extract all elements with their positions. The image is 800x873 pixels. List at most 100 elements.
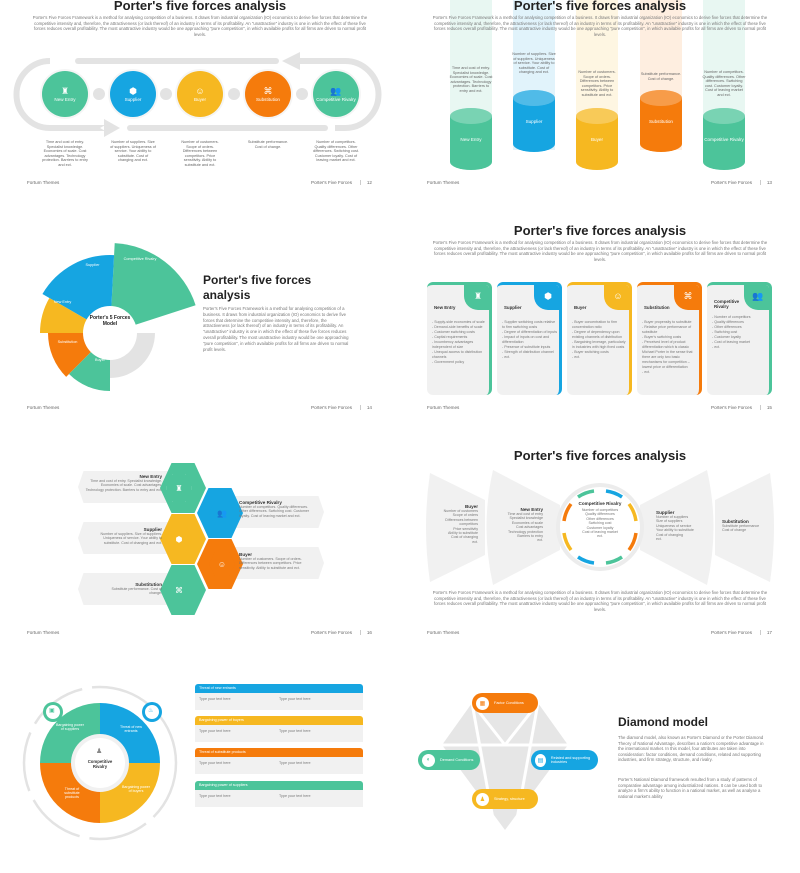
slide-title: Porter's five forces analysis [203, 273, 312, 302]
card-title: Buyer [574, 305, 587, 310]
slide-15[interactable]: Porter's five forces analysis Porter's F… [400, 205, 800, 423]
item-title: Substitution [135, 582, 162, 587]
slide-13[interactable]: Porter's five forces analysis Porter's F… [400, 0, 800, 198]
table-cell[interactable]: Type your text here [199, 794, 231, 798]
slide-18[interactable]: ▣ ♨ ♟ Competitive Rivalry Bargaining pow… [0, 655, 400, 873]
info-box [232, 496, 324, 528]
cylinder-substitution: Substitution [640, 90, 682, 152]
item-supplier: Supplier Number of suppliers. Size of sup… [92, 527, 162, 545]
node-label: Demand Conditions [440, 758, 474, 762]
fan-diagram [426, 470, 774, 585]
fan-center-label: Porter's 5 Forces Model [89, 315, 131, 327]
slide-title: Porter's five forces analysis [513, 223, 687, 238]
center-label: Competitive Rivalry [87, 759, 113, 769]
page-number: 15 [759, 405, 772, 410]
slide-19[interactable]: ▦ Factor Conditions ◐ Demand Conditions ▤ R… [400, 655, 800, 873]
card-list: - Buyer concentration to firm concentrat… [572, 320, 626, 359]
table-cell[interactable]: Type your text here [199, 697, 231, 701]
table-cell[interactable]: Type your text here [279, 729, 311, 733]
table-header: Threat of new entrants [195, 684, 363, 693]
fan-buyer: Buyer Number of customers Scope of orders… [428, 504, 478, 544]
table-cell[interactable]: Type your text here [199, 729, 231, 733]
table-block: Bargaining power of suppliers Type your t… [195, 781, 363, 807]
quadrant-label: Bargaining power of suppliers [56, 723, 84, 731]
slide-title: Diamond model [618, 715, 709, 729]
segment-label: Competitive Rivalry [123, 257, 157, 261]
card-buyer: ☺ Buyer - Buyer concentration to firm conc… [567, 282, 632, 395]
fan-title: Buyer [464, 504, 478, 509]
item-title: Supplier [143, 527, 162, 532]
info-box [78, 471, 170, 503]
fan-center [83, 306, 137, 360]
flame-icon: ♨ [148, 708, 154, 714]
slide-description: Porter's Five Forces Framework is a meth… [432, 590, 768, 612]
card-title: Substitution [644, 305, 670, 310]
force-description: Time and cost of entry. Specialist knowl… [42, 140, 88, 167]
cylinder-buyer: Buyer [576, 108, 618, 170]
slide-description: Porter's Five Forces Framework is a meth… [203, 306, 349, 352]
force-description: Number of competitors. Quality differenc… [313, 140, 359, 163]
slide-17[interactable]: Porter's five forces analysis Buyer Numbe… [400, 430, 800, 648]
item-new-entry: New Entry Time and cost of entry. Special… [82, 474, 162, 492]
network-icon: ⌘ [674, 285, 699, 310]
force-description: Time and cost of entry. Specialist knowl… [449, 66, 493, 93]
quadrant-label: Threat of substitute products [64, 787, 80, 799]
table-block: Threat of new entrants Type your text her… [195, 684, 363, 710]
table-cell[interactable]: Type your text here [199, 761, 231, 765]
info-box [78, 573, 170, 605]
page-number: 12 [359, 180, 372, 185]
slide-14[interactable]: Porter's 5 Forces Model Competitive Riva… [0, 205, 400, 423]
table-header: Bargaining power of buyers [195, 716, 363, 725]
briefcase-icon: ▣ [49, 708, 55, 714]
node-label: Related and supporting industries [550, 756, 591, 764]
network-icon: ⌘ [166, 576, 192, 604]
fan-supplier: Supplier Number of suppliers Size of supp… [656, 510, 701, 541]
footer-brand: Fortum Themes [427, 630, 460, 635]
force-description: Number of customers. Scope of orders. Di… [181, 140, 219, 167]
item-text: Substitute performance. Cost of change. [111, 587, 162, 596]
segment-label: Supplier [85, 263, 100, 267]
table-block: Threat of substitute products Type your t… [195, 748, 363, 774]
table-header: Threat of substitute products [195, 748, 363, 757]
footer-brand: Fortum Themes [427, 180, 460, 185]
footer-brand: Fortum Themes [27, 630, 60, 635]
force-description: Substitute performance. Cost of change. [640, 72, 682, 81]
card-substitution: ⌘ Substitution - Buyer propensity to subst… [637, 282, 702, 395]
node-demand-conditions: ◐ Demand Conditions [418, 750, 480, 770]
item-title: Competitive Rivalry [239, 500, 282, 505]
wedge-competitive-rivalry [110, 243, 196, 333]
node-factor-conditions: ▦ Factor Conditions [472, 693, 538, 713]
slide-16[interactable]: ♜ 👥 ⬢ ☺ ⌘ New Entry Time and cost of entr… [0, 430, 400, 648]
force-supplier: ⬢ Supplier [110, 71, 156, 117]
fan-text: Time and cost of entry Specialist knowle… [507, 512, 543, 543]
item-buyer: Buyer Number of customers. Scope of order… [239, 552, 311, 570]
faces-icon: ☺ [195, 86, 205, 96]
cylinder-new-entry: New Entry [450, 108, 492, 170]
table-header: Bargaining power of suppliers [195, 781, 363, 790]
table-cell[interactable]: Type your text here [279, 697, 311, 701]
box-icon: ⬢ [166, 525, 192, 553]
box-icon: ⬢ [129, 86, 137, 96]
segment-label: Buyer [95, 358, 105, 362]
force-label: Buyer [193, 97, 206, 102]
fan-new-entry: New Entry Time and cost of entry Speciali… [495, 507, 543, 543]
fan-title: Supplier [656, 510, 675, 515]
node-label: Factor Conditions [494, 701, 524, 705]
fan-substitution: Substitution Substitute performance Cost … [722, 519, 767, 533]
slide-12[interactable]: Porter's five forces analysis Porter's F… [0, 0, 400, 198]
table-cell[interactable]: Type your text here [279, 761, 311, 765]
diamond-description: The diamond model, also known as Porter'… [618, 735, 764, 763]
table-cell[interactable]: Type your text here [279, 794, 311, 798]
footer-section: Porter's Five Forces [711, 405, 752, 410]
footer-section: Porter's Five Forces [311, 405, 352, 410]
footer-brand: Fortum Themes [27, 405, 60, 410]
force-buyer: ☺ Buyer [177, 71, 223, 117]
slide-description: Porter's Five Forces Framework is a meth… [432, 15, 768, 37]
box-icon: ⬢ [534, 285, 559, 310]
item-text: Number of suppliers. Size of suppliers. … [100, 532, 162, 545]
footer-section: Porter's Five Forces [711, 630, 752, 635]
footer-section: Porter's Five Forces [311, 180, 352, 185]
force-label: Substitution [255, 97, 280, 102]
quadrant-label: Bargaining power of buyers [122, 785, 150, 793]
five-forces-fan-chart [40, 243, 196, 391]
